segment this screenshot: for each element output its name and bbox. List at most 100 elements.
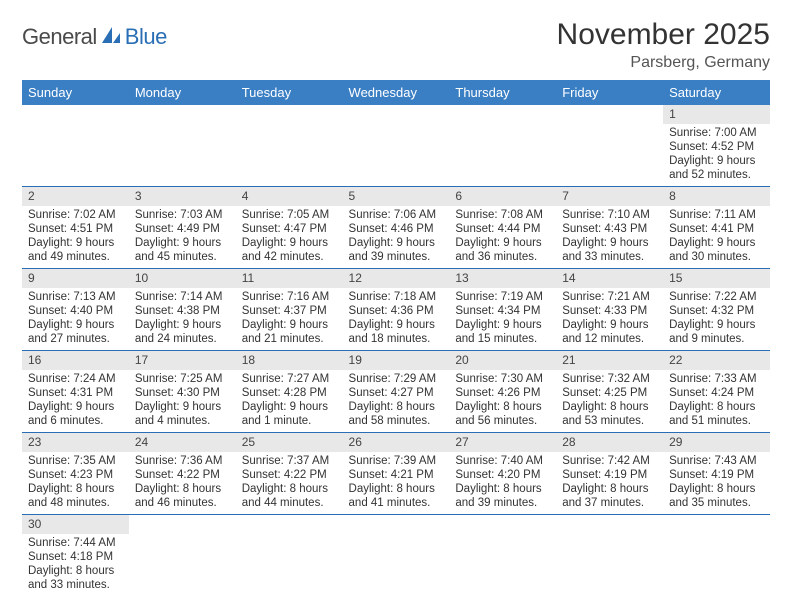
day-number: 30	[22, 515, 129, 534]
calendar-cell: 3 Sunrise: 7:03 AMSunset: 4:49 PMDaylight…	[129, 187, 236, 269]
day-details: Sunrise: 7:32 AMSunset: 4:25 PMDaylight:…	[556, 370, 663, 432]
calendar-cell: 24Sunrise: 7:36 AMSunset: 4:22 PMDayligh…	[129, 433, 236, 515]
sunrise-text: Sunrise: 7:14 AM	[135, 290, 230, 304]
calendar-cell: 27Sunrise: 7:40 AMSunset: 4:20 PMDayligh…	[449, 433, 556, 515]
calendar-cell: 19Sunrise: 7:29 AMSunset: 4:27 PMDayligh…	[343, 351, 450, 433]
day-number: 24	[129, 433, 236, 452]
calendar-cell	[449, 105, 556, 187]
day-number: 16	[22, 351, 129, 370]
day-number	[449, 105, 556, 124]
sunrise-text: Sunrise: 7:40 AM	[455, 454, 550, 468]
day-header: Friday	[556, 80, 663, 105]
calendar-cell	[236, 515, 343, 597]
daylight-text: Daylight: 9 hours and 42 minutes.	[242, 236, 337, 264]
sunset-text: Sunset: 4:24 PM	[669, 386, 764, 400]
daylight-text: Daylight: 9 hours and 39 minutes.	[349, 236, 444, 264]
day-details: Sunrise: 7:18 AMSunset: 4:36 PMDaylight:…	[343, 288, 450, 350]
daylight-text: Daylight: 8 hours and 51 minutes.	[669, 400, 764, 428]
calendar-cell: 22Sunrise: 7:33 AMSunset: 4:24 PMDayligh…	[663, 351, 770, 433]
daylight-text: Daylight: 9 hours and 21 minutes.	[242, 318, 337, 346]
calendar-cell: 16Sunrise: 7:24 AMSunset: 4:31 PMDayligh…	[22, 351, 129, 433]
day-number: 4	[236, 187, 343, 206]
day-number	[129, 515, 236, 534]
daylight-text: Daylight: 9 hours and 1 minute.	[242, 400, 337, 428]
sunrise-text: Sunrise: 7:25 AM	[135, 372, 230, 386]
day-number	[556, 105, 663, 124]
sunset-text: Sunset: 4:49 PM	[135, 222, 230, 236]
day-details: Sunrise: 7:25 AMSunset: 4:30 PMDaylight:…	[129, 370, 236, 432]
day-number	[663, 515, 770, 534]
logo-text-2: Blue	[125, 24, 167, 50]
day-number: 14	[556, 269, 663, 288]
day-details: Sunrise: 7:00 AMSunset: 4:52 PMDaylight:…	[663, 124, 770, 186]
calendar-cell: 9Sunrise: 7:13 AMSunset: 4:40 PMDaylight…	[22, 269, 129, 351]
calendar-cell	[129, 515, 236, 597]
day-number	[343, 105, 450, 124]
day-number: 18	[236, 351, 343, 370]
daylight-text: Daylight: 8 hours and 37 minutes.	[562, 482, 657, 510]
day-details: Sunrise: 7:08 AMSunset: 4:44 PMDaylight:…	[449, 206, 556, 268]
day-number: 25	[236, 433, 343, 452]
calendar-row: 1Sunrise: 7:00 AMSunset: 4:52 PMDaylight…	[22, 105, 770, 187]
calendar-row: 2Sunrise: 7:02 AMSunset: 4:51 PMDaylight…	[22, 187, 770, 269]
sunset-text: Sunset: 4:28 PM	[242, 386, 337, 400]
day-number: 8	[663, 187, 770, 206]
daylight-text: Daylight: 9 hours and 12 minutes.	[562, 318, 657, 346]
day-number: 2	[22, 187, 129, 206]
sunrise-text: Sunrise: 7:05 AM	[242, 208, 337, 222]
calendar-cell: 6Sunrise: 7:08 AMSunset: 4:44 PMDaylight…	[449, 187, 556, 269]
sunset-text: Sunset: 4:26 PM	[455, 386, 550, 400]
day-number: 9	[22, 269, 129, 288]
calendar-row: 30Sunrise: 7:44 AMSunset: 4:18 PMDayligh…	[22, 515, 770, 597]
calendar-cell: 13Sunrise: 7:19 AMSunset: 4:34 PMDayligh…	[449, 269, 556, 351]
day-details: Sunrise: 7:44 AMSunset: 4:18 PMDaylight:…	[22, 534, 129, 596]
day-number: 1	[663, 105, 770, 124]
sunset-text: Sunset: 4:27 PM	[349, 386, 444, 400]
day-number: 3	[129, 187, 236, 206]
sunset-text: Sunset: 4:23 PM	[28, 468, 123, 482]
sunrise-text: Sunrise: 7:29 AM	[349, 372, 444, 386]
day-details: Sunrise: 7:36 AMSunset: 4:22 PMDaylight:…	[129, 452, 236, 514]
day-number: 22	[663, 351, 770, 370]
sunrise-text: Sunrise: 7:30 AM	[455, 372, 550, 386]
day-details: Sunrise: 7:21 AMSunset: 4:33 PMDaylight:…	[556, 288, 663, 350]
calendar-cell: 28Sunrise: 7:42 AMSunset: 4:19 PMDayligh…	[556, 433, 663, 515]
sunrise-text: Sunrise: 7:10 AM	[562, 208, 657, 222]
day-header: Monday	[129, 80, 236, 105]
day-details: Sunrise: 7:02 AMSunset: 4:51 PMDaylight:…	[22, 206, 129, 268]
day-number: 5	[343, 187, 450, 206]
calendar-cell: 29Sunrise: 7:43 AMSunset: 4:19 PMDayligh…	[663, 433, 770, 515]
sunset-text: Sunset: 4:19 PM	[669, 468, 764, 482]
calendar-cell: 12Sunrise: 7:18 AMSunset: 4:36 PMDayligh…	[343, 269, 450, 351]
sunset-text: Sunset: 4:31 PM	[28, 386, 123, 400]
sunrise-text: Sunrise: 7:35 AM	[28, 454, 123, 468]
daylight-text: Daylight: 8 hours and 41 minutes.	[349, 482, 444, 510]
calendar-cell: 25Sunrise: 7:37 AMSunset: 4:22 PMDayligh…	[236, 433, 343, 515]
day-number	[22, 105, 129, 124]
sunrise-text: Sunrise: 7:18 AM	[349, 290, 444, 304]
sunset-text: Sunset: 4:40 PM	[28, 304, 123, 318]
sunrise-text: Sunrise: 7:06 AM	[349, 208, 444, 222]
calendar-cell: 2Sunrise: 7:02 AMSunset: 4:51 PMDaylight…	[22, 187, 129, 269]
sunset-text: Sunset: 4:37 PM	[242, 304, 337, 318]
calendar-row: 23Sunrise: 7:35 AMSunset: 4:23 PMDayligh…	[22, 433, 770, 515]
sunset-text: Sunset: 4:22 PM	[135, 468, 230, 482]
day-details: Sunrise: 7:37 AMSunset: 4:22 PMDaylight:…	[236, 452, 343, 514]
daylight-text: Daylight: 9 hours and 45 minutes.	[135, 236, 230, 264]
calendar-cell: 7Sunrise: 7:10 AMSunset: 4:43 PMDaylight…	[556, 187, 663, 269]
day-header: Thursday	[449, 80, 556, 105]
day-details: Sunrise: 7:42 AMSunset: 4:19 PMDaylight:…	[556, 452, 663, 514]
title-block: November 2025 Parsberg, Germany	[557, 18, 770, 72]
daylight-text: Daylight: 9 hours and 49 minutes.	[28, 236, 123, 264]
day-details: Sunrise: 7:24 AMSunset: 4:31 PMDaylight:…	[22, 370, 129, 432]
daylight-text: Daylight: 8 hours and 48 minutes.	[28, 482, 123, 510]
day-details: Sunrise: 7:13 AMSunset: 4:40 PMDaylight:…	[22, 288, 129, 350]
sunrise-text: Sunrise: 7:42 AM	[562, 454, 657, 468]
day-header: Saturday	[663, 80, 770, 105]
day-number: 10	[129, 269, 236, 288]
sunrise-text: Sunrise: 7:03 AM	[135, 208, 230, 222]
sail-icon	[100, 25, 122, 50]
day-details: Sunrise: 7:30 AMSunset: 4:26 PMDaylight:…	[449, 370, 556, 432]
sunrise-text: Sunrise: 7:19 AM	[455, 290, 550, 304]
day-details: Sunrise: 7:10 AMSunset: 4:43 PMDaylight:…	[556, 206, 663, 268]
